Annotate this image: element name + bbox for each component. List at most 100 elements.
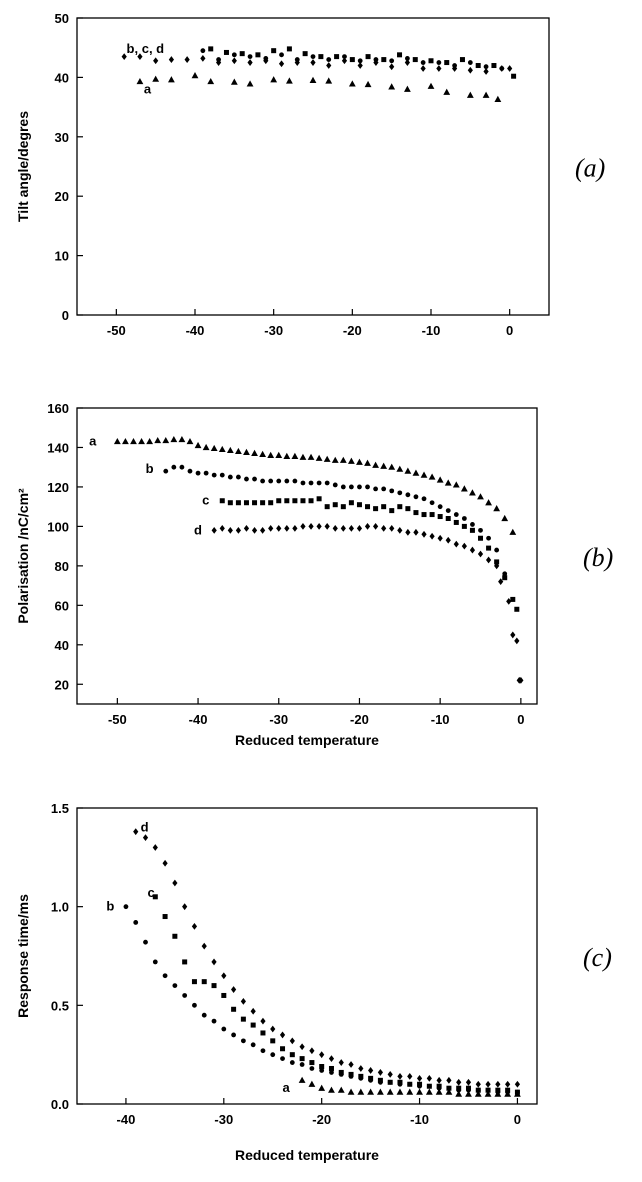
- y-tick-label: 0: [62, 308, 69, 323]
- data-point: [426, 1083, 432, 1089]
- data-point: [276, 524, 282, 532]
- x-tick-label: -10: [431, 712, 450, 727]
- data-point: [211, 958, 217, 966]
- data-point: [452, 65, 458, 72]
- data-point: [365, 484, 370, 490]
- plot-frame: [76, 807, 538, 1105]
- data-point: [514, 606, 520, 612]
- data-point: [501, 514, 509, 522]
- data-point: [172, 933, 178, 939]
- data-point: [426, 1074, 432, 1082]
- data-point: [121, 53, 127, 61]
- data-point: [182, 903, 188, 911]
- data-point: [388, 463, 396, 470]
- data-point: [202, 443, 210, 451]
- data-point: [137, 53, 143, 61]
- data-point: [461, 523, 467, 529]
- data-point: [136, 77, 144, 85]
- series-annotation: a: [144, 81, 152, 96]
- data-point: [328, 1065, 334, 1071]
- data-point: [192, 1002, 197, 1008]
- data-point: [377, 1069, 384, 1076]
- data-point: [397, 1079, 403, 1085]
- data-point: [316, 480, 322, 486]
- data-point: [216, 57, 222, 62]
- data-point: [168, 76, 175, 83]
- y-tick-label: 40: [55, 638, 69, 653]
- y-axis-label: Polarisation /nC/cm²: [15, 488, 31, 624]
- series-annotation: c: [202, 493, 209, 508]
- data-point: [357, 62, 363, 69]
- series-annotation: b: [146, 461, 154, 476]
- data-point: [251, 526, 258, 534]
- data-point: [364, 523, 371, 530]
- data-point: [452, 63, 457, 68]
- data-point: [453, 512, 459, 517]
- x-tick-label: -30: [264, 323, 283, 338]
- data-point: [373, 506, 379, 512]
- data-point: [211, 526, 217, 534]
- data-point: [377, 1077, 383, 1083]
- data-point: [381, 524, 387, 532]
- data-point: [444, 479, 452, 486]
- x-tick-label: -10: [410, 1112, 429, 1127]
- data-point: [499, 66, 505, 71]
- data-point: [326, 57, 332, 62]
- data-point: [200, 54, 206, 62]
- data-point: [340, 504, 346, 510]
- data-point: [231, 1032, 236, 1038]
- data-point: [436, 60, 442, 65]
- data-point: [397, 490, 403, 496]
- data-point: [348, 1061, 354, 1068]
- y-tick-label: 40: [55, 70, 69, 85]
- data-point: [235, 526, 242, 534]
- data-point: [310, 54, 316, 60]
- x-tick-label: -20: [312, 1112, 331, 1127]
- data-point: [477, 550, 484, 558]
- x-tick-label: -40: [117, 1112, 136, 1127]
- data-point: [510, 596, 516, 602]
- data-point: [475, 1080, 481, 1088]
- data-point: [491, 63, 497, 69]
- data-point: [211, 983, 217, 989]
- data-point: [484, 1090, 492, 1097]
- data-point: [377, 1088, 384, 1095]
- data-point: [239, 51, 245, 57]
- data-point: [388, 83, 396, 90]
- data-point: [483, 64, 489, 70]
- data-point: [162, 914, 168, 920]
- data-point: [340, 524, 346, 532]
- data-point: [413, 510, 419, 516]
- data-point: [240, 1038, 246, 1044]
- data-point: [284, 498, 290, 504]
- data-point: [467, 66, 473, 74]
- data-point: [348, 500, 354, 506]
- data-point: [437, 504, 443, 510]
- data-point: [421, 530, 427, 538]
- data-point: [364, 459, 371, 466]
- data-point: [221, 972, 227, 980]
- data-point: [300, 523, 306, 530]
- data-point: [251, 449, 258, 456]
- x-tick-label: -40: [189, 712, 208, 727]
- x-axis-label: Reduced temperature: [235, 732, 379, 748]
- data-point: [270, 1052, 276, 1058]
- data-point: [347, 457, 355, 464]
- data-point: [495, 1087, 501, 1093]
- data-point: [389, 63, 395, 71]
- data-point: [338, 1059, 344, 1066]
- data-point: [219, 524, 225, 532]
- data-point: [389, 508, 395, 514]
- x-tick-label: -10: [422, 323, 441, 338]
- y-tick-label: 60: [55, 598, 69, 613]
- data-point: [356, 458, 363, 465]
- data-point: [387, 1079, 393, 1085]
- data-point: [201, 979, 207, 985]
- x-tick-label: -50: [108, 712, 127, 727]
- data-point: [349, 57, 355, 63]
- data-point: [421, 496, 427, 502]
- data-point: [428, 473, 436, 480]
- data-point: [329, 1070, 334, 1075]
- data-point: [268, 500, 274, 506]
- data-point: [514, 1089, 520, 1095]
